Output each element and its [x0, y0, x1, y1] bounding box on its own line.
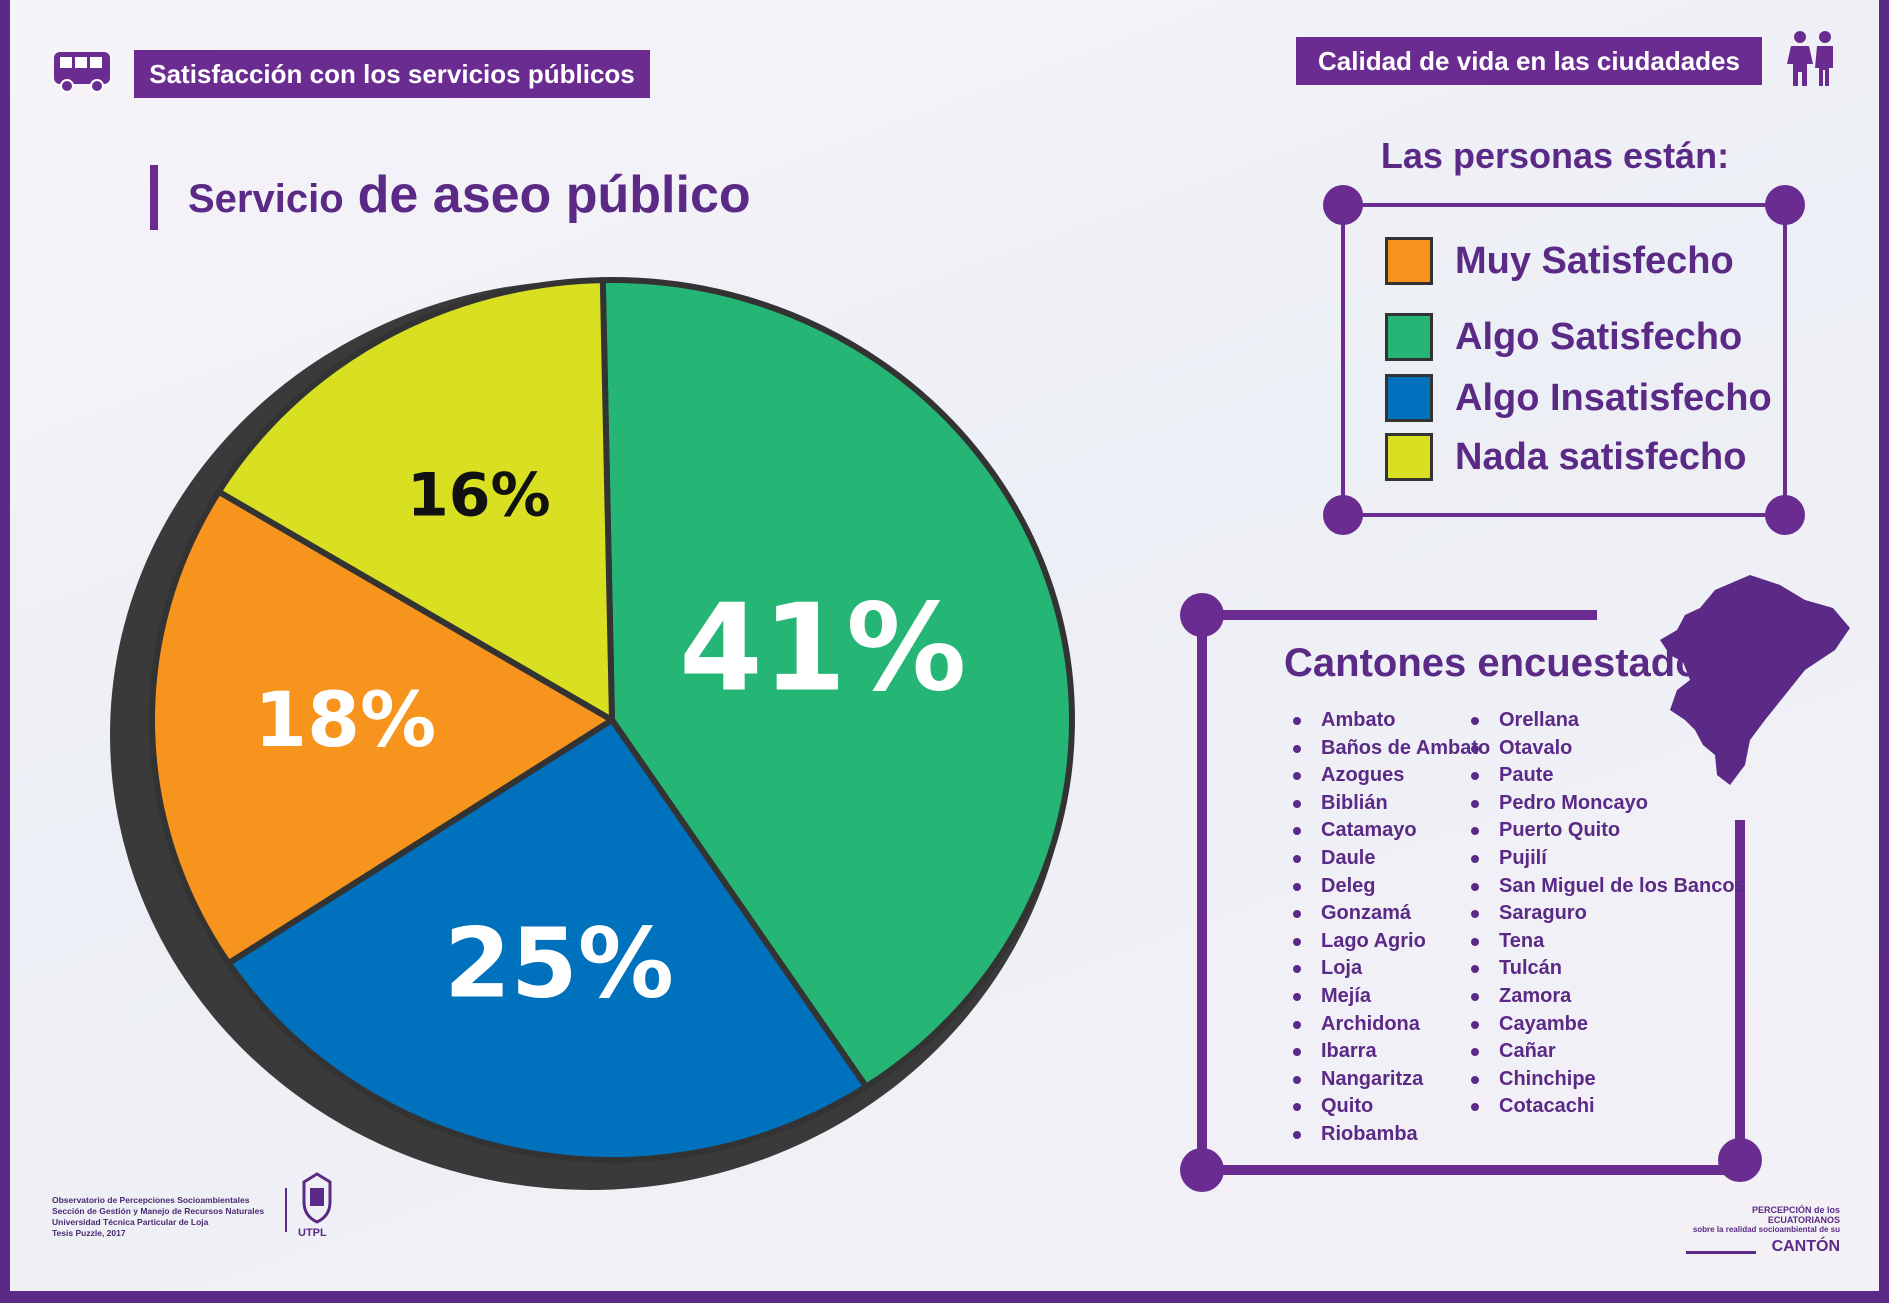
credit-line: Sección de Gestión y Manejo de Recursos … — [52, 1206, 265, 1216]
canton-list-item: Ambato — [1289, 707, 1490, 735]
canton-list-item: Baños de Ambato — [1289, 735, 1490, 763]
brand-logo: PERCEPCIÓN de los ECUATORIANOS sobre la … — [1680, 1205, 1840, 1256]
frame-left — [0, 0, 10, 1303]
legend-frame — [1323, 185, 1805, 535]
credit-line: Observatorio de Percepciones Socioambien… — [52, 1195, 250, 1205]
legend-heading: Las personas están: — [1380, 135, 1730, 176]
canton-list-column-2: Orellana Otavalo Paute Pedro Moncayo Puerto … — [1467, 707, 1746, 1121]
canton-list-item: Lago Agrio — [1289, 928, 1490, 956]
pie-slice-label: 16% — [407, 460, 551, 530]
pie-slice-label: 25% — [444, 907, 674, 1019]
canton-list-item: Daule — [1289, 845, 1490, 873]
pie-labels: 41% 25% 18% 16% — [254, 460, 966, 1019]
utpl-shield-logo — [302, 1172, 332, 1224]
canton-list-item: Gonzamá — [1289, 900, 1490, 928]
legend-label: Muy Satisfecho — [1455, 239, 1734, 282]
frame-right — [1879, 0, 1889, 1303]
legend-item-nada-satisfecho: Nada satisfecho — [1385, 433, 1746, 481]
bus-icon — [54, 52, 110, 93]
legend-swatch — [1385, 433, 1433, 481]
canton-list-item: Pedro Moncayo — [1467, 790, 1746, 818]
canton-list-item: Catamayo — [1289, 817, 1490, 845]
cantones-frame — [1180, 593, 1762, 1192]
section-header-left: Satisfacción con los servicios públicos — [134, 50, 650, 98]
pie-slice-algo-satisfecho — [599, 277, 1075, 1090]
pie-slice-label: 18% — [254, 675, 436, 764]
brand-line-3: CANTÓN — [1771, 1238, 1840, 1255]
utpl-logo-text: UTPL — [298, 1227, 327, 1239]
canton-list-item: Nangaritza — [1289, 1066, 1490, 1094]
legend-item-algo-satisfecho: Algo Satisfecho — [1385, 313, 1742, 361]
canton-list-item: Tena — [1467, 928, 1746, 956]
credit-line: Universidad Técnica Particular de Loja — [52, 1217, 209, 1227]
pie-slices — [149, 277, 1075, 1163]
brand-line-1: PERCEPCIÓN de los ECUATORIANOS — [1751, 1205, 1840, 1225]
canton-list-item: Loja — [1289, 955, 1490, 983]
canton-list-item: San Miguel de los Bancos — [1467, 873, 1746, 901]
canton-list-item: Deleg — [1289, 873, 1490, 901]
legend-label: Algo Insatisfecho — [1455, 376, 1772, 419]
brand-line-2: sobre la realidad socioambiental de su — [1692, 1225, 1840, 1234]
pie-slice-nada-satisfecho — [215, 277, 615, 723]
legend-swatch — [1385, 313, 1433, 361]
canton-list-item: Archidona — [1289, 1011, 1490, 1039]
canton-list-item: Mejía — [1289, 983, 1490, 1011]
canton-list-item: Biblián — [1289, 790, 1490, 818]
pie-slice-muy-satisfecho — [149, 488, 615, 967]
chart-title: Servicio de aseo público — [150, 165, 751, 230]
canton-list-item: Otavalo — [1467, 735, 1746, 763]
canton-list-item: Pujilí — [1467, 845, 1746, 873]
legend-swatch — [1385, 374, 1433, 422]
canton-list-item: Orellana — [1467, 707, 1746, 735]
canton-list-item: Tulcán — [1467, 955, 1746, 983]
canton-list-item: Zamora — [1467, 983, 1746, 1011]
canton-list-item: Riobamba — [1289, 1121, 1490, 1149]
canton-list-column-1: Ambato Baños de Ambato Azogues Biblián Catam… — [1289, 707, 1490, 1149]
pie-slice-label: 41% — [679, 580, 966, 719]
chart-title-part1: Servicio — [188, 177, 344, 221]
pie-slice-algo-insatisfecho — [225, 717, 870, 1163]
legend-item-muy-satisfecho: Muy Satisfecho — [1385, 237, 1734, 285]
legend-label: Nada satisfecho — [1455, 435, 1747, 478]
canton-list-item: Cayambe — [1467, 1011, 1746, 1039]
canton-list-item: Puerto Quito — [1467, 817, 1746, 845]
people-icon — [1787, 31, 1833, 86]
canton-list-item: Cañar — [1467, 1038, 1746, 1066]
footer-divider — [285, 1188, 287, 1232]
footer-credits: Observatorio de Percepciones Socioambien… — [52, 1195, 264, 1239]
canton-list-item: Saraguro — [1467, 900, 1746, 928]
chart-title-part2: de aseo público — [357, 166, 751, 224]
canton-list-item: Cotacachi — [1467, 1093, 1746, 1121]
canton-list-item: Paute — [1467, 762, 1746, 790]
canton-list-item: Chinchipe — [1467, 1066, 1746, 1094]
canton-list-item: Quito — [1289, 1093, 1490, 1121]
section-header-right: Calidad de vida en las ciudadades — [1296, 37, 1762, 85]
ecuador-map-icon — [1660, 575, 1850, 785]
canton-list-item: Azogues — [1289, 762, 1490, 790]
canton-list-item: Ibarra — [1289, 1038, 1490, 1066]
legend-swatch — [1385, 237, 1433, 285]
brand-underline — [1686, 1251, 1756, 1254]
frame-bottom — [0, 1291, 1889, 1303]
legend-label: Algo Satisfecho — [1455, 315, 1743, 358]
cantones-heading: Cantones encuestados — [1284, 641, 1722, 685]
credit-line: Tesis Puzzle, 2017 — [52, 1228, 126, 1238]
legend-item-algo-insatisfecho: Algo Insatisfecho — [1385, 374, 1772, 422]
